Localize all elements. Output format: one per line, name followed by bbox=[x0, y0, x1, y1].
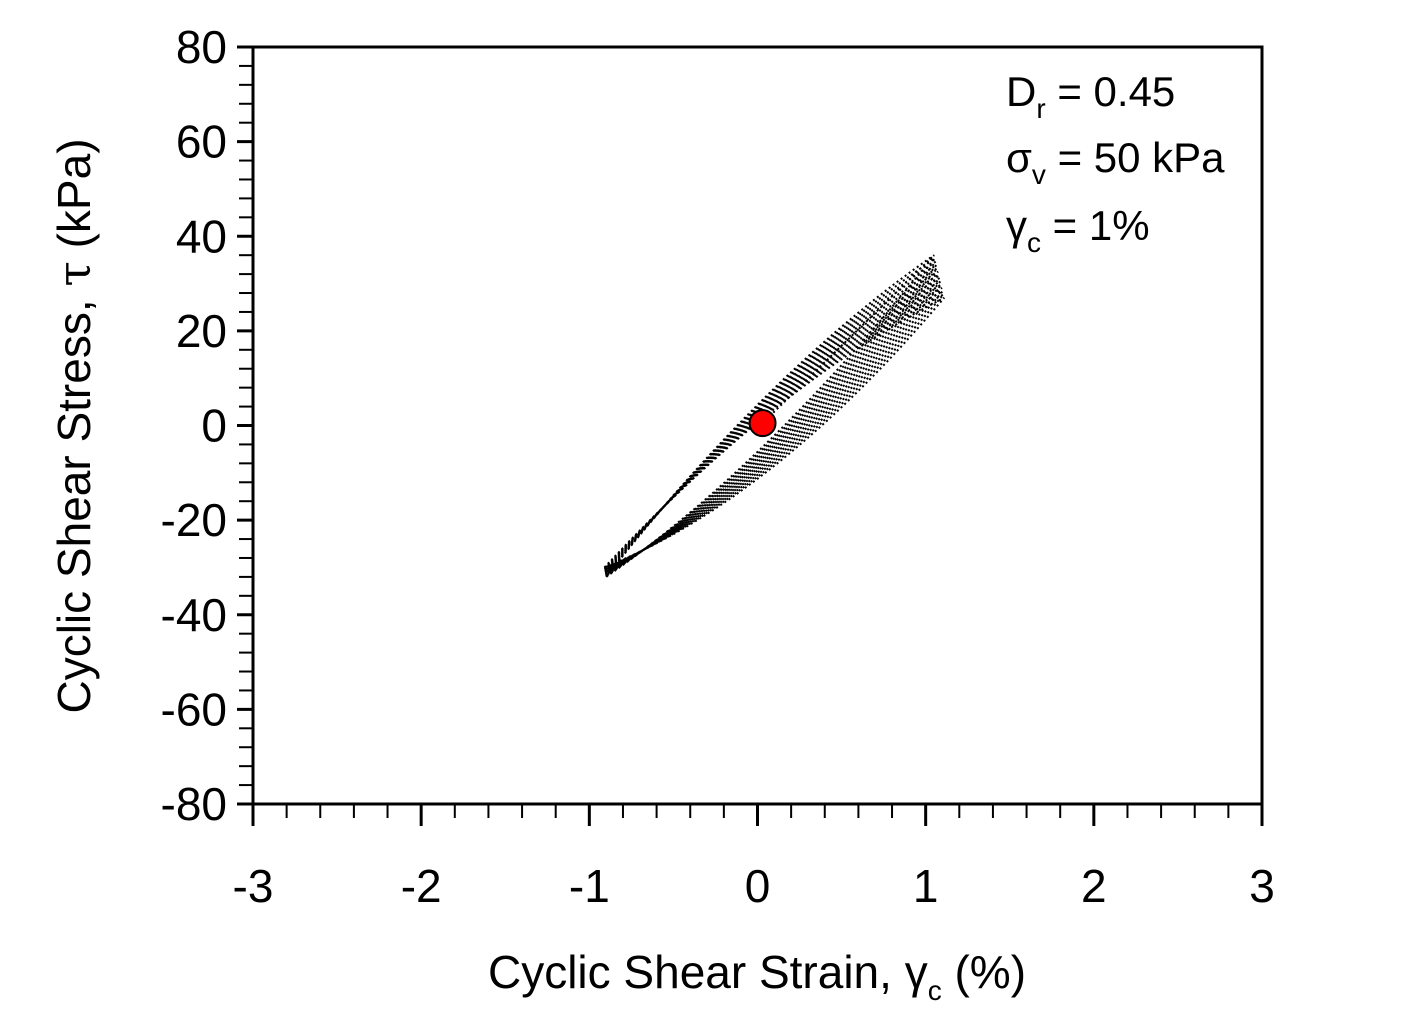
y-tick-label: -40 bbox=[161, 589, 227, 641]
x-tick-labels: -3 -2 -1 0 1 2 3 bbox=[233, 860, 1275, 912]
initial-loading-path bbox=[761, 254, 935, 424]
hysteresis-loops bbox=[603, 254, 945, 578]
annotation-vertical-stress: σv = 50 kPa bbox=[1006, 134, 1225, 190]
hysteresis-loop bbox=[604, 277, 941, 573]
hysteresis-loop bbox=[604, 270, 939, 575]
hysteresis-loop bbox=[603, 296, 945, 569]
major-ticks bbox=[237, 45, 1264, 826]
y-tick-label: 0 bbox=[201, 400, 227, 452]
x-axis-title: Cyclic Shear Strain, γc (%) bbox=[488, 946, 1026, 1006]
annotation-cyclic-strain: γc = 1% bbox=[1006, 202, 1150, 258]
x-tick-label: -2 bbox=[401, 860, 442, 912]
annotation-relative-density: Dr = 0.45 bbox=[1006, 68, 1175, 124]
y-axis-title: Cyclic Shear Stress, τ (kPa) bbox=[47, 138, 101, 713]
y-tick-labels: 80 60 40 20 0 -20 -40 -60 -80 bbox=[161, 21, 227, 830]
hysteresis-loop bbox=[604, 267, 938, 575]
x-tick-label: 0 bbox=[745, 860, 771, 912]
hysteresis-loop bbox=[603, 293, 945, 570]
x-tick-label: -1 bbox=[569, 860, 610, 912]
hysteresis-loop bbox=[605, 254, 935, 578]
y-tick-label: -60 bbox=[161, 683, 227, 735]
x-tick-label: 2 bbox=[1081, 860, 1107, 912]
y-tick-label: -80 bbox=[161, 778, 227, 830]
y-tick-label: 60 bbox=[176, 116, 227, 168]
y-tick-label: 40 bbox=[176, 210, 227, 262]
hysteresis-loop bbox=[603, 290, 944, 570]
start-point-marker bbox=[748, 409, 777, 438]
y-tick-label: -20 bbox=[161, 494, 227, 546]
x-tick-label: -3 bbox=[233, 860, 274, 912]
y-tick-label: 80 bbox=[176, 21, 227, 73]
y-tick-label: 20 bbox=[176, 305, 227, 357]
x-tick-label: 3 bbox=[1249, 860, 1275, 912]
minor-ticks bbox=[239, 46, 1263, 818]
x-tick-label: 1 bbox=[913, 860, 939, 912]
